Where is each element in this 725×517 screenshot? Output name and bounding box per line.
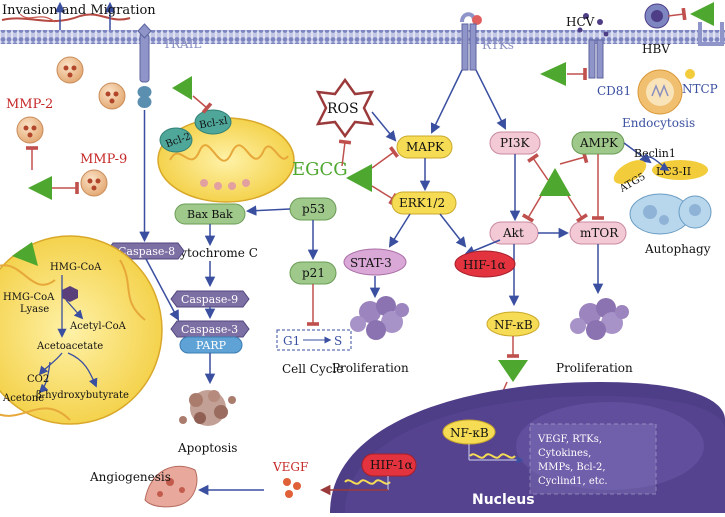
p53-pathway: p53 p21 G1 S Cell Cycle [245, 197, 352, 376]
ros-label: ROS [327, 101, 359, 117]
hcv-label: HCV [566, 15, 595, 29]
cd81-label: CD81 [597, 84, 631, 98]
invasion-migration-group: Invasion and Migration MMP-2 MMP-9 [1, 1, 156, 200]
angiogenesis-label: Angiogenesis [89, 470, 171, 484]
erk-label: ERK1/2 [399, 196, 445, 210]
egcg-triangle-icon [28, 176, 52, 200]
stat3-label: STAT-3 [350, 256, 392, 270]
egcg-triangle-icon [172, 76, 192, 100]
trail-receptor: TRAIL [137, 23, 201, 243]
mitochondrion-apoptosis: Bcl-2 Bcl-xl Bax Bak [157, 76, 295, 225]
autophagy-label: Autophagy [644, 242, 711, 256]
nucleus-label: Nucleus [472, 492, 535, 508]
ketogenesis-mitochondrion: HMG-CoA HMG-CoA Lyase Acetyl-CoA Acetoac… [0, 235, 163, 425]
angiogenesis: VEGF Angiogenesis [89, 460, 308, 508]
proliferation-left-label: Proliferation [332, 361, 409, 375]
cell-cycle-label: Cell Cycle [282, 362, 343, 376]
p53-label: p53 [302, 202, 325, 216]
nucleus: Nucleus NF-κB VEGF, RTKs, Cytokines, MMP… [319, 382, 725, 513]
ros-egcg-mapk: ROS EGCG MAPK ERK1/2 [292, 77, 467, 248]
cell-membrane [0, 30, 725, 44]
egcg-triangle-icon [690, 2, 714, 26]
mmp2-label: MMP-2 [6, 97, 53, 112]
bclxl-label: Bcl-xl [199, 116, 229, 132]
targets-line4: Cyclind1, etc. [538, 476, 608, 487]
beclin1-label: Beclin1 [634, 147, 676, 160]
egcg-triangle-icon [540, 62, 566, 86]
targets-line1: VEGF, RTKs, [537, 434, 602, 445]
hmgcoa-lyase-line1: HMG-CoA [3, 292, 55, 303]
caspase8-label: Caspase-8 [118, 245, 175, 258]
ntcp-label: NTCP [682, 82, 718, 96]
egcg-triangle-icon [346, 164, 372, 192]
targets-line2: Cytokines, [538, 448, 591, 459]
s-label: S [334, 334, 342, 348]
caspase9-label: Caspase-9 [181, 293, 238, 306]
hmgcoa-label: HMG-CoA [50, 262, 102, 273]
egcg-label: EGCG [292, 159, 348, 180]
ampk-autophagy: AMPK Beclin1 ATG5 LC3-II Autophagy [571, 131, 712, 256]
nfkb-cytoplasm: NF-κB [486, 311, 540, 417]
cytochrome-c-label: Cytochrome C [171, 246, 258, 260]
p21-label: p21 [302, 266, 325, 280]
co2-label: CO2 [27, 374, 49, 385]
mmp9-label: MMP-9 [80, 152, 127, 167]
akt-label: Akt [502, 226, 524, 240]
lc3-label: LC3-II [656, 165, 691, 178]
acetoacetate-label: Acetoacetate [36, 341, 103, 352]
vegf-label: VEGF [272, 460, 308, 474]
rtks-label: RTKs [482, 38, 514, 52]
virus-entry: HCV CD81 HBV NTCP Endocytosis [540, 2, 724, 130]
rtk-receptor: RTKs [430, 12, 514, 134]
pi3k-label: PI3K [500, 136, 530, 150]
hbv-label: HBV [642, 42, 670, 56]
hif1a-label: HIF-1α [463, 258, 506, 272]
nfkb-nucleus-label: NF-κB [450, 426, 489, 440]
g1-label: G1 [283, 334, 300, 348]
proliferation-right-label: Proliferation [556, 361, 633, 375]
egcg-triangle-icon [539, 168, 571, 196]
nfkb-label: NF-κB [494, 318, 533, 332]
trail-label: TRAIL [163, 37, 201, 51]
mtor-label: mTOR [580, 226, 619, 240]
stat3-hif: STAT-3 HIF-1α Proliferation [332, 248, 516, 375]
hydroxybutyrate-label: β-hydroxybutyrate [36, 390, 129, 401]
ampk-label: AMPK [579, 136, 619, 150]
endocytosis-label: Endocytosis [622, 116, 695, 130]
hmgcoa-lyase-line2: Lyase [20, 304, 49, 315]
parp-label: PARP [196, 339, 227, 352]
egcg-triangle-icon [498, 360, 528, 382]
ros-star [315, 77, 375, 139]
acetyl-coa-label: Acetyl-CoA [69, 321, 127, 332]
egcg-triangle-icon [12, 242, 38, 266]
apoptosis-label: Apoptosis [177, 441, 237, 455]
bax-bak-label: Bax Bak [187, 208, 233, 221]
pi3k-akt-mtor: PI3K Akt mTOR Proliferation [464, 131, 633, 375]
targets-line3: MMPs, Bcl-2, [538, 462, 606, 473]
acetone-label: Acetone [2, 393, 44, 404]
caspase3-label: Caspase-3 [181, 323, 238, 336]
hif1a-nucleus-label: HIF-1α [370, 458, 413, 472]
mapk-label: MAPK [406, 140, 445, 154]
invasion-migration-label: Invasion and Migration [2, 3, 156, 18]
